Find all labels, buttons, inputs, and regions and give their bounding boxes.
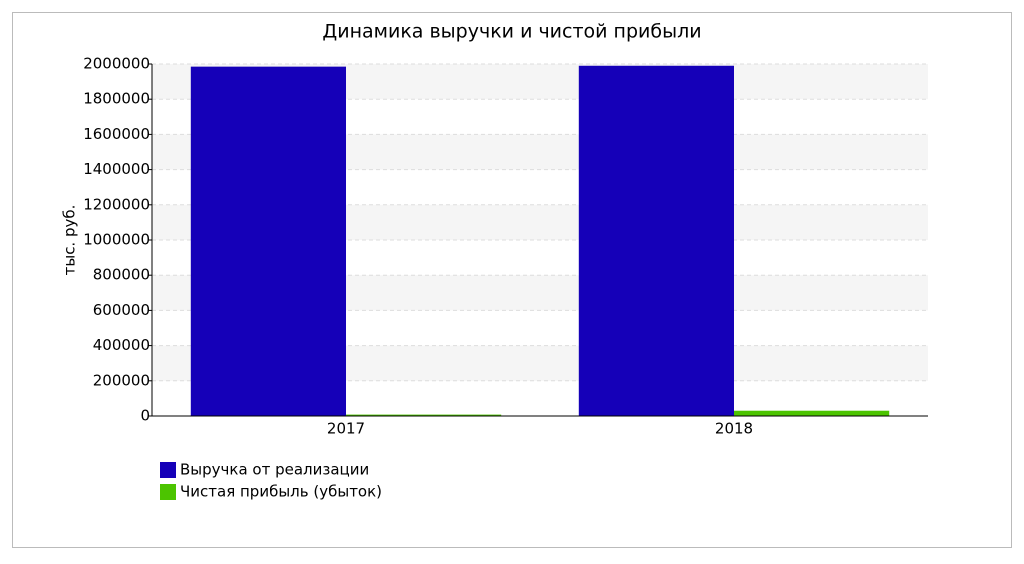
bar: [734, 410, 890, 416]
y-tick-label: 2000000: [83, 55, 150, 73]
y-tick-label: 1000000: [83, 231, 150, 249]
legend-label: Выручка от реализации: [180, 461, 369, 479]
x-tick-label: 2018: [715, 420, 753, 438]
bar: [346, 414, 502, 416]
y-tick-label: 0: [140, 407, 150, 425]
y-tick-label: 1600000: [83, 125, 150, 143]
y-tick-label: 600000: [93, 301, 150, 319]
y-tick-label: 800000: [93, 266, 150, 284]
bar: [578, 65, 734, 416]
y-tick-label: 1400000: [83, 160, 150, 178]
legend-swatch: [160, 484, 176, 500]
x-tick-label: 2017: [327, 420, 365, 438]
bar: [190, 66, 346, 416]
y-tick-label: 1800000: [83, 90, 150, 108]
chart-title: Динамика выручки и чистой прибыли: [322, 21, 701, 43]
legend-label: Чистая прибыль (убыток): [180, 483, 382, 501]
y-tick-label: 1200000: [83, 195, 150, 213]
y-axis-label: тыс. руб.: [61, 205, 79, 276]
y-tick-label: 200000: [93, 371, 150, 389]
y-tick-label: 400000: [93, 336, 150, 354]
legend-swatch: [160, 462, 176, 478]
